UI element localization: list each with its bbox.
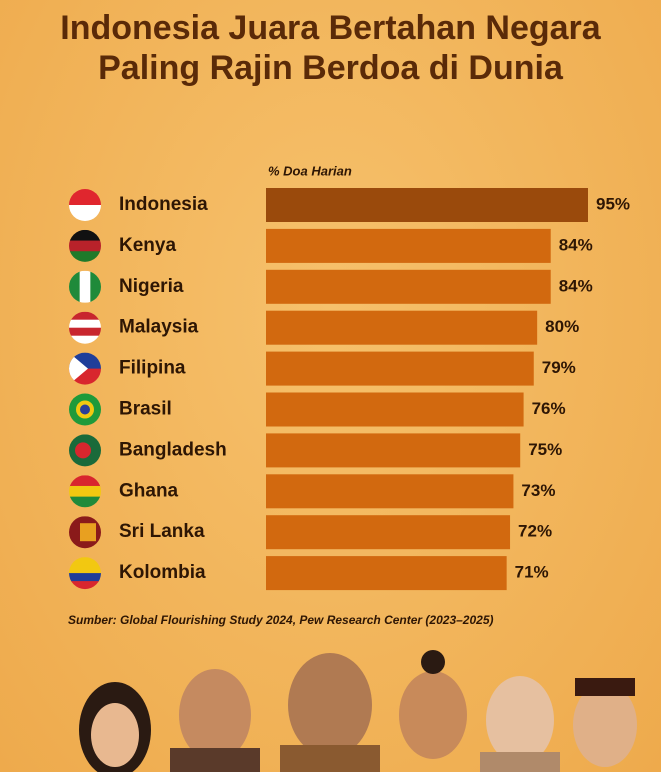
flag-stripe <box>69 205 101 221</box>
flag-stripe <box>69 565 101 574</box>
bar <box>266 269 551 304</box>
flag-stripe <box>69 581 101 590</box>
bar <box>266 351 534 386</box>
category-label: Brasil <box>119 399 172 420</box>
flag-icon <box>69 229 101 262</box>
bar <box>266 392 524 427</box>
flag-stripe <box>69 251 101 262</box>
flag-icon <box>69 516 101 549</box>
flag-icon <box>69 352 101 385</box>
flag-detail <box>75 442 91 459</box>
axis-label: % Doa Harian <box>268 163 352 178</box>
flag-icon <box>69 434 101 467</box>
flag-stripe <box>69 189 101 206</box>
flag-detail <box>76 400 94 419</box>
flag-stripe <box>69 475 101 487</box>
value-label: 75% <box>528 440 562 459</box>
value-label: 73% <box>521 481 555 500</box>
category-label: Indonesia <box>119 194 208 215</box>
flag-stripe <box>69 229 101 242</box>
flag-stripe <box>69 240 101 252</box>
category-label: Malaysia <box>119 317 199 338</box>
flag-stripe <box>90 270 101 303</box>
value-label: 79% <box>542 358 576 377</box>
flag-stripe <box>69 573 101 582</box>
flag-stripe <box>69 311 101 321</box>
value-label: 80% <box>545 317 579 336</box>
flag-stripe <box>79 270 91 303</box>
bar <box>266 556 507 591</box>
value-label: 71% <box>515 563 549 582</box>
value-label: 76% <box>532 399 566 418</box>
illustration <box>79 650 637 772</box>
category-label: Kolombia <box>119 562 206 583</box>
flag-icon <box>69 557 101 590</box>
flag-icon <box>69 189 101 221</box>
category-label: Ghana <box>119 480 179 501</box>
flag-stripe <box>69 335 101 344</box>
flag-stripe <box>69 270 81 303</box>
flag-stripe <box>69 557 101 566</box>
flag-stripe <box>69 485 101 498</box>
flag-icon <box>69 393 101 426</box>
value-label: 84% <box>559 276 593 295</box>
bar <box>266 433 521 468</box>
value-label: 95% <box>596 194 630 213</box>
value-label: 84% <box>559 235 593 254</box>
bar <box>266 474 514 509</box>
flag-icon <box>69 475 101 508</box>
flag-stripe <box>69 496 101 508</box>
flag-detail <box>69 352 88 385</box>
bar <box>266 310 538 345</box>
category-label: Kenya <box>119 235 176 256</box>
source: Sumber: Global Flourishing Study 2024, P… <box>68 613 493 627</box>
bar <box>266 515 511 550</box>
category-label: Filipina <box>119 358 186 379</box>
flag-detail <box>80 523 96 542</box>
bar <box>266 228 551 263</box>
category-label: Nigeria <box>119 276 184 297</box>
chart-title: Indonesia Juara Bertahan Negara Paling R… <box>60 9 601 87</box>
flag-stripe <box>69 327 101 337</box>
category-label: Bangladesh <box>119 439 227 460</box>
value-label: 72% <box>518 522 552 541</box>
flag-icon <box>69 311 101 344</box>
flag-stripe <box>69 319 101 329</box>
category-label: Sri Lanka <box>119 521 205 542</box>
flag-icon <box>69 270 101 303</box>
bar <box>266 188 588 222</box>
